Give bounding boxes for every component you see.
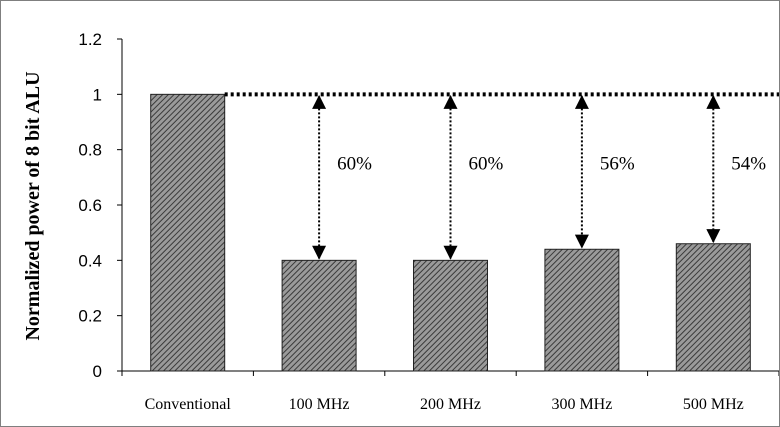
x-tick-label: 300 MHz — [551, 396, 612, 413]
bar-500-mhz — [675, 243, 751, 372]
y-axis-labels: 0 0.2 0.4 0.6 0.8 1 1.2 — [78, 30, 102, 381]
x-axis-labels: Conventional 100 MHz 200 MHz 300 MHz 500 MHz — [145, 396, 744, 413]
annotations: 60% 60% 56% 54% — [312, 94, 766, 260]
axes — [117, 38, 779, 376]
y-tick-label: 1 — [93, 85, 102, 104]
reduction-label: 60% — [337, 153, 372, 174]
x-tick-label: 500 MHz — [683, 396, 744, 413]
x-tick-label: 100 MHz — [289, 396, 350, 413]
reduction-label: 60% — [469, 153, 504, 174]
reduction-label: 56% — [600, 153, 635, 174]
y-tick-label: 0.8 — [78, 141, 102, 160]
bars — [150, 93, 751, 372]
y-tick-label: 0.4 — [78, 251, 102, 270]
y-tick-label: 1.2 — [78, 30, 102, 49]
y-tick-label: 0 — [93, 362, 102, 381]
y-tick-label: 0.2 — [78, 307, 102, 326]
reduction-label: 54% — [731, 153, 766, 174]
bar-300-mhz — [544, 248, 620, 372]
y-tick-label: 0.6 — [78, 196, 102, 215]
bar-200-mhz — [413, 259, 488, 372]
bar-conventional — [150, 93, 226, 372]
x-tick-label: Conventional — [145, 396, 232, 413]
x-tick-label: 200 MHz — [420, 396, 481, 413]
bar-100-mhz — [281, 259, 357, 372]
y-axis-title: Normalized power of 8 bit ALU — [22, 71, 44, 340]
